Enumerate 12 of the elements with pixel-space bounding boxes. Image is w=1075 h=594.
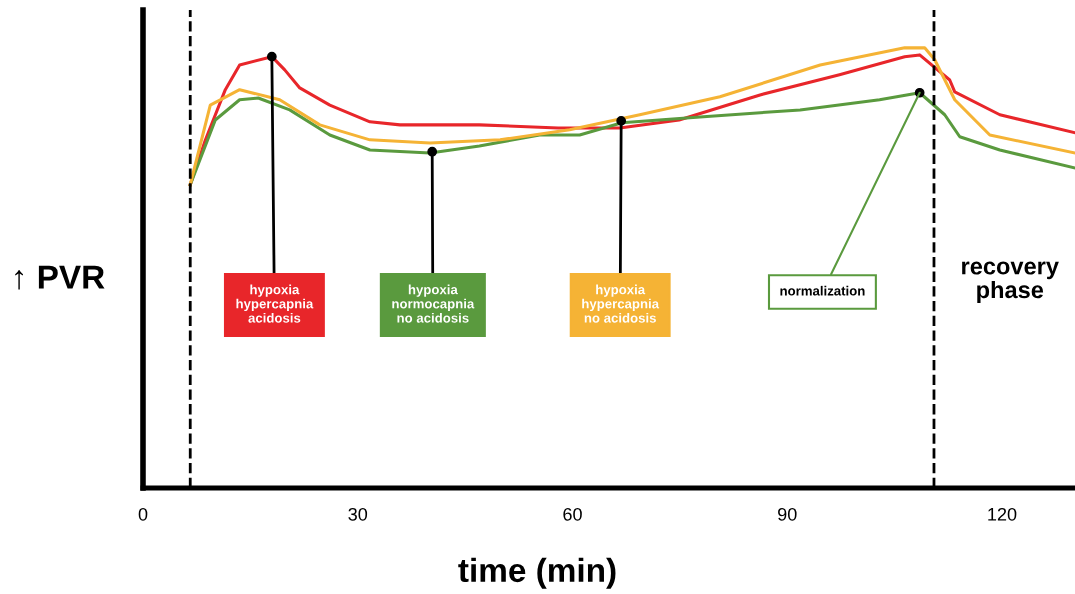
- x-axis-title: time (min): [458, 557, 616, 589]
- annotation: normalization: [780, 285, 865, 296]
- x-tick-label: 90: [778, 507, 797, 521]
- annotation: hypoxia hypercapnia no acidosis: [582, 284, 660, 323]
- x-tick-label: 0: [138, 507, 148, 521]
- annotation: recovery phase: [962, 261, 1059, 303]
- x-tick-label: 60: [563, 507, 582, 521]
- annotation: hypoxia normocapnia no acidosis: [392, 284, 475, 323]
- x-tick-label: 120: [988, 507, 1017, 521]
- y-axis-title: ↑ PVR: [15, 265, 105, 290]
- annotation: hypoxia hypercapnia acidosis: [236, 284, 314, 323]
- x-tick-label: 30: [348, 507, 368, 521]
